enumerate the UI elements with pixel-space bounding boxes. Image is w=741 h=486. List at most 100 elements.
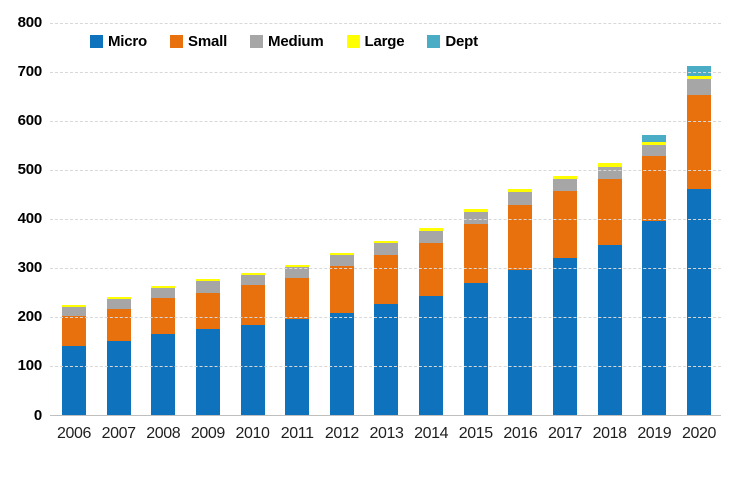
bar-segment-small-2020: [686, 95, 711, 190]
bar-segment-micro-2011: [285, 319, 310, 416]
legend-swatch-icon: [250, 35, 264, 48]
bar-segment-small-2007: [106, 308, 131, 341]
y-axis-tick-label: 500: [17, 161, 43, 179]
legend-swatch-icon: [346, 35, 360, 48]
bar-segment-medium-2007: [106, 299, 131, 309]
bar-segment-large-2012: [329, 253, 354, 256]
legend-label: Medium: [268, 33, 324, 50]
legend-item-small: Small: [170, 33, 227, 50]
bar-segment-medium-2020: [686, 78, 711, 96]
x-axis-label: 2016: [503, 425, 538, 442]
bar-segment-dept-2020: [686, 65, 711, 76]
x-axis-label: 2013: [369, 425, 404, 442]
legend-label: Small: [188, 33, 228, 50]
gridline: [50, 267, 721, 269]
bar-segment-large-2019: [642, 142, 667, 146]
bar-segment-small-2016: [508, 204, 533, 270]
legend-item-dept: Dept: [427, 33, 478, 50]
bar-segment-large-2017: [553, 176, 578, 180]
x-axis-label: 2015: [458, 425, 493, 442]
bar-segment-small-2011: [285, 277, 310, 320]
bar-segment-small-2014: [419, 242, 444, 296]
bar-segment-large-2015: [463, 208, 488, 212]
bar-segment-medium-2015: [463, 211, 488, 224]
bar-segment-large-2011: [285, 265, 310, 268]
x-axis-label: 2014: [414, 425, 449, 442]
bar-segment-large-2020: [686, 76, 711, 79]
bar-segment-medium-2009: [195, 280, 220, 293]
chart-legend: Micro Small Medium Large Dept: [90, 33, 478, 50]
legend-label: Micro: [108, 33, 148, 50]
bar-segment-large-2008: [151, 285, 176, 288]
legend-item-large: Large: [346, 33, 405, 50]
bar-segment-micro-2009: [195, 329, 220, 416]
bar-segment-micro-2013: [374, 304, 399, 416]
bar-segment-medium-2010: [240, 275, 265, 285]
bar-segment-micro-2016: [508, 269, 533, 416]
bar-segment-medium-2012: [329, 255, 354, 266]
bar-segment-dept-2019: [642, 135, 667, 143]
gridline: [50, 169, 721, 171]
bar-segment-medium-2018: [597, 166, 622, 179]
x-axis-label: 2018: [592, 425, 627, 442]
y-axis-tick-label: 300: [17, 259, 43, 277]
bar-segment-large-2013: [374, 241, 399, 244]
bar-segment-small-2019: [642, 155, 667, 222]
bar-segment-micro-2020: [686, 189, 711, 416]
bar-segment-large-2010: [240, 273, 265, 276]
bar-segment-large-2007: [106, 297, 131, 300]
bar-segment-medium-2017: [553, 179, 578, 192]
bar-segment-micro-2014: [419, 295, 444, 416]
bar-segment-medium-2014: [419, 230, 444, 243]
legend-label: Large: [364, 33, 405, 50]
bar-segment-micro-2015: [463, 282, 488, 416]
bar-segment-small-2013: [374, 255, 399, 305]
bar-segment-large-2016: [508, 189, 533, 193]
bar-segment-medium-2006: [62, 306, 86, 317]
y-axis-tick-label: 800: [17, 14, 43, 31]
y-axis-tick-label: 200: [17, 308, 43, 326]
x-axis-label: 2019: [637, 425, 672, 442]
x-axis-label: 2017: [548, 425, 583, 442]
legend-label: Dept: [445, 33, 478, 50]
gridline: [50, 218, 721, 220]
bar-segment-small-2006: [62, 316, 86, 346]
x-axis-label: 2020: [681, 425, 716, 442]
bar-segment-medium-2013: [374, 243, 399, 256]
x-axis-label: 2012: [324, 425, 359, 442]
bar-segment-micro-2006: [62, 345, 86, 416]
legend-swatch-icon: [427, 35, 441, 48]
bar-segment-micro-2019: [642, 221, 667, 416]
y-axis-tick-label: 100: [17, 357, 43, 375]
bar-segment-micro-2008: [151, 334, 176, 416]
legend-swatch-icon: [170, 35, 184, 48]
bar-segment-micro-2018: [597, 245, 622, 416]
bar-segment-micro-2012: [329, 313, 354, 416]
bar-segment-small-2010: [240, 285, 265, 326]
x-axis-label: 2010: [235, 425, 270, 442]
legend-swatch-icon: [90, 35, 103, 48]
bar-segment-small-2015: [463, 223, 488, 283]
bar-segment-large-2009: [195, 278, 220, 281]
bar-segment-large-2006: [62, 304, 86, 307]
y-axis-tick-label: 400: [17, 210, 43, 228]
x-axis-label: 2008: [146, 425, 181, 442]
bar-segment-small-2012: [329, 265, 354, 314]
legend-item-medium: Medium: [250, 33, 324, 50]
bar-segment-medium-2019: [642, 145, 667, 156]
bar-segment-medium-2008: [151, 287, 176, 298]
x-axis-label: 2009: [190, 425, 225, 442]
y-axis-tick-label: 600: [17, 112, 43, 130]
gridline: [50, 365, 721, 367]
bar-segment-medium-2011: [285, 267, 310, 278]
bar-segment-micro-2007: [106, 340, 131, 416]
x-axis-line: [50, 415, 721, 416]
gridline: [50, 71, 721, 73]
y-axis-tick-label: 700: [17, 63, 43, 81]
bar-segment-large-2014: [419, 228, 444, 231]
bar-segment-large-2018: [597, 163, 622, 167]
bar-segment-small-2017: [553, 191, 578, 259]
gridline: [50, 22, 721, 24]
x-axis-label: 2011: [280, 425, 314, 442]
bar-segment-micro-2010: [240, 325, 265, 416]
